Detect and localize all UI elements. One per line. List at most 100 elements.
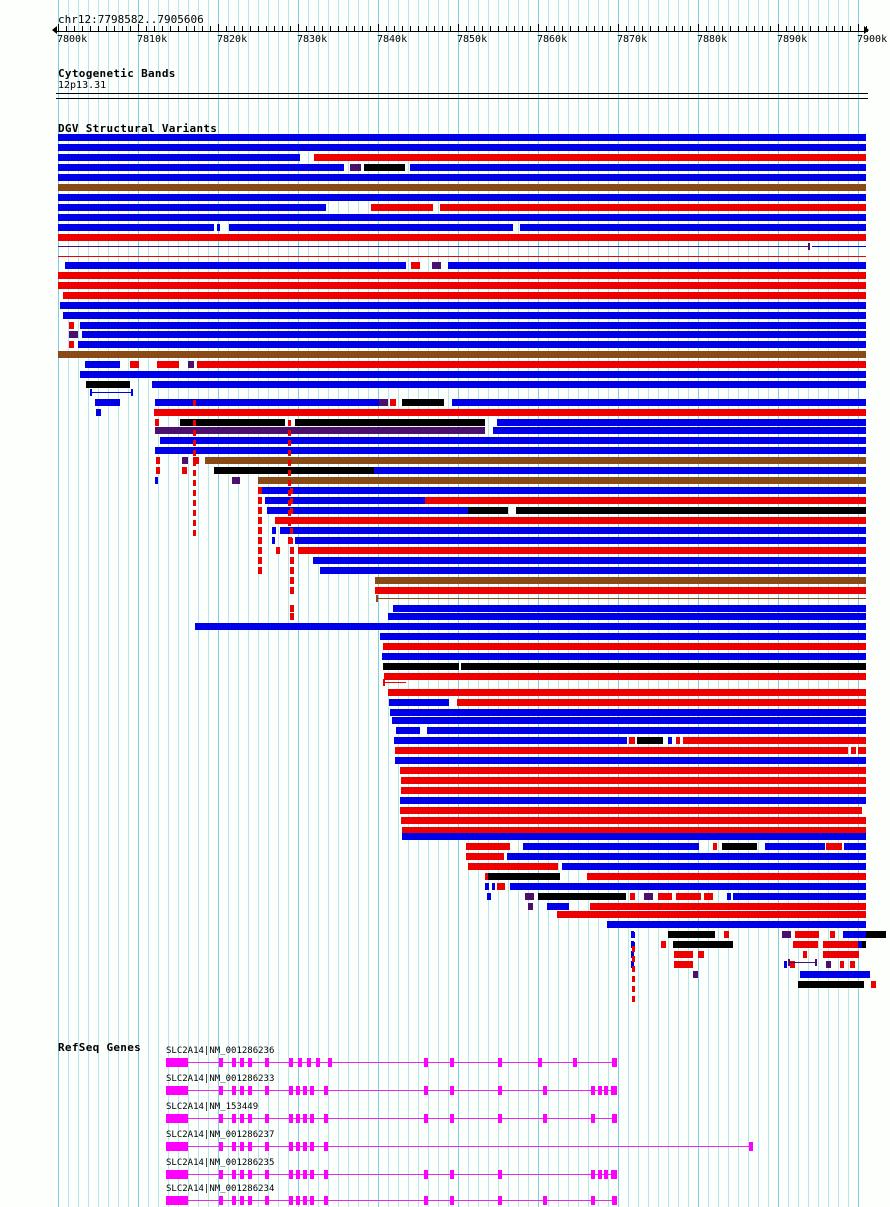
dgv-variant-segment[interactable] <box>69 331 78 338</box>
refseq-exon[interactable] <box>324 1142 328 1151</box>
dgv-variant-segment[interactable] <box>193 457 199 464</box>
dgv-variant-segment[interactable] <box>401 817 866 824</box>
dgv-variant-segment[interactable] <box>485 883 489 890</box>
dgv-variant-segment[interactable] <box>85 361 120 368</box>
refseq-exon[interactable] <box>310 1086 314 1095</box>
refseq-exon[interactable] <box>598 1170 602 1179</box>
dgv-variant-segment[interactable] <box>727 893 731 900</box>
dgv-variant-segment[interactable] <box>452 399 866 406</box>
dgv-variant-segment[interactable] <box>58 154 300 161</box>
dgv-variant-segment[interactable] <box>488 873 560 880</box>
dgv-variant-segment[interactable] <box>826 961 831 968</box>
refseq-exon[interactable] <box>232 1170 236 1179</box>
dgv-variant-segment[interactable] <box>379 399 388 406</box>
dgv-variant-segment[interactable] <box>58 194 866 201</box>
refseq-exon[interactable] <box>450 1086 454 1095</box>
dgv-variant-segment[interactable] <box>826 843 842 850</box>
refseq-exon[interactable] <box>240 1114 244 1123</box>
dgv-variant-segment[interactable] <box>630 893 635 900</box>
dgv-variant-segment[interactable] <box>676 893 701 900</box>
dgv-variant-segment[interactable] <box>156 467 160 474</box>
refseq-exon[interactable] <box>219 1196 223 1205</box>
refseq-exon[interactable] <box>166 1086 188 1095</box>
refseq-gene-label[interactable]: SLC2A14|NM_001286236 <box>166 1046 275 1056</box>
dgv-variant-segment[interactable] <box>374 467 866 474</box>
dgv-variant-segment[interactable] <box>182 457 188 464</box>
dgv-variant-segment[interactable] <box>392 717 866 724</box>
dgv-variant-segment[interactable] <box>58 256 866 257</box>
refseq-exon[interactable] <box>307 1058 311 1067</box>
dgv-variant-segment[interactable] <box>265 497 460 504</box>
dgv-variant-segment[interactable] <box>364 164 405 171</box>
dgv-variant-segment[interactable] <box>205 457 866 464</box>
dgv-variant-segment[interactable] <box>58 174 866 181</box>
refseq-exon[interactable] <box>240 1058 244 1067</box>
refseq-exon[interactable] <box>289 1196 293 1205</box>
refseq-exon[interactable] <box>248 1086 252 1095</box>
dgv-variant-segment[interactable] <box>313 557 866 564</box>
dgv-variant-segment[interactable] <box>698 951 704 958</box>
refseq-exon[interactable] <box>310 1142 314 1151</box>
refseq-exon[interactable] <box>316 1058 320 1067</box>
dgv-variant-segment[interactable] <box>156 457 160 464</box>
refseq-exon[interactable] <box>612 1114 617 1123</box>
refseq-exon[interactable] <box>248 1114 252 1123</box>
dgv-variant-segment[interactable] <box>395 747 848 754</box>
refseq-exon[interactable] <box>591 1086 595 1095</box>
dgv-variant-segment[interactable] <box>724 931 729 938</box>
dgv-variant-segment[interactable] <box>402 399 444 406</box>
refseq-exon[interactable] <box>424 1114 428 1123</box>
dgv-variant-segment[interactable] <box>851 747 856 754</box>
dgv-variant-segment[interactable] <box>390 399 396 406</box>
refseq-exon[interactable] <box>604 1170 608 1179</box>
dgv-variant-segment[interactable] <box>60 302 866 309</box>
refseq-exon[interactable] <box>450 1114 454 1123</box>
dgv-variant-segment[interactable] <box>782 931 791 938</box>
dgv-variant-segment[interactable] <box>661 941 666 948</box>
refseq-gene-label[interactable]: SLC2A14|NM_153449 <box>166 1102 259 1112</box>
dgv-variant-segment[interactable] <box>262 487 866 494</box>
dgv-variant-segment[interactable] <box>65 262 406 269</box>
dgv-variant-segment[interactable] <box>58 214 866 221</box>
dgv-variant-segment[interactable] <box>557 911 866 918</box>
refseq-exon[interactable] <box>303 1142 307 1151</box>
dgv-variant-segment[interactable] <box>843 931 866 938</box>
refseq-exon[interactable] <box>296 1114 300 1123</box>
refseq-exon[interactable] <box>265 1114 269 1123</box>
dgv-variant-segment[interactable] <box>683 737 866 744</box>
refseq-gene-label[interactable]: SLC2A14|NM_001286234 <box>166 1184 275 1194</box>
dgv-variant-segment[interactable] <box>850 961 855 968</box>
dgv-variant-segment[interactable] <box>375 577 866 584</box>
dgv-variant-segment[interactable] <box>812 246 866 247</box>
dgv-variant-segment[interactable] <box>396 727 420 734</box>
dgv-variant-segment[interactable] <box>765 843 825 850</box>
refseq-exon[interactable] <box>324 1196 328 1205</box>
dgv-variant-segment[interactable] <box>69 322 74 329</box>
dgv-variant-segment[interactable] <box>80 371 866 378</box>
dgv-variant-segment[interactable] <box>457 699 866 706</box>
refseq-exon[interactable] <box>424 1196 428 1205</box>
refseq-exon[interactable] <box>248 1058 252 1067</box>
dgv-variant-segment[interactable] <box>587 873 866 880</box>
refseq-exon[interactable] <box>303 1170 307 1179</box>
dgv-variant-segment[interactable] <box>440 204 866 211</box>
dgv-variant-segment[interactable] <box>461 663 866 670</box>
dgv-variant-segment[interactable] <box>607 921 866 928</box>
dgv-variant-segment[interactable] <box>58 134 866 141</box>
refseq-exon[interactable] <box>424 1086 428 1095</box>
refseq-exon[interactable] <box>538 1058 542 1067</box>
dgv-variant-segment[interactable] <box>388 613 866 620</box>
refseq-exon[interactable] <box>498 1058 502 1067</box>
dgv-variant-segment[interactable] <box>427 727 866 734</box>
dgv-variant-segment[interactable] <box>58 184 866 191</box>
dgv-variant-segment[interactable] <box>290 427 485 434</box>
dgv-variant-segment[interactable] <box>320 567 866 574</box>
refseq-exon[interactable] <box>240 1086 244 1095</box>
dgv-variant-segment[interactable] <box>430 477 866 484</box>
dgv-variant-segment[interactable] <box>520 224 866 231</box>
refseq-exon[interactable] <box>298 1058 302 1067</box>
refseq-exon[interactable] <box>166 1058 188 1067</box>
dgv-variant-segment[interactable] <box>155 477 158 484</box>
dgv-variant-segment[interactable] <box>384 673 866 680</box>
refseq-exon[interactable] <box>219 1086 223 1095</box>
